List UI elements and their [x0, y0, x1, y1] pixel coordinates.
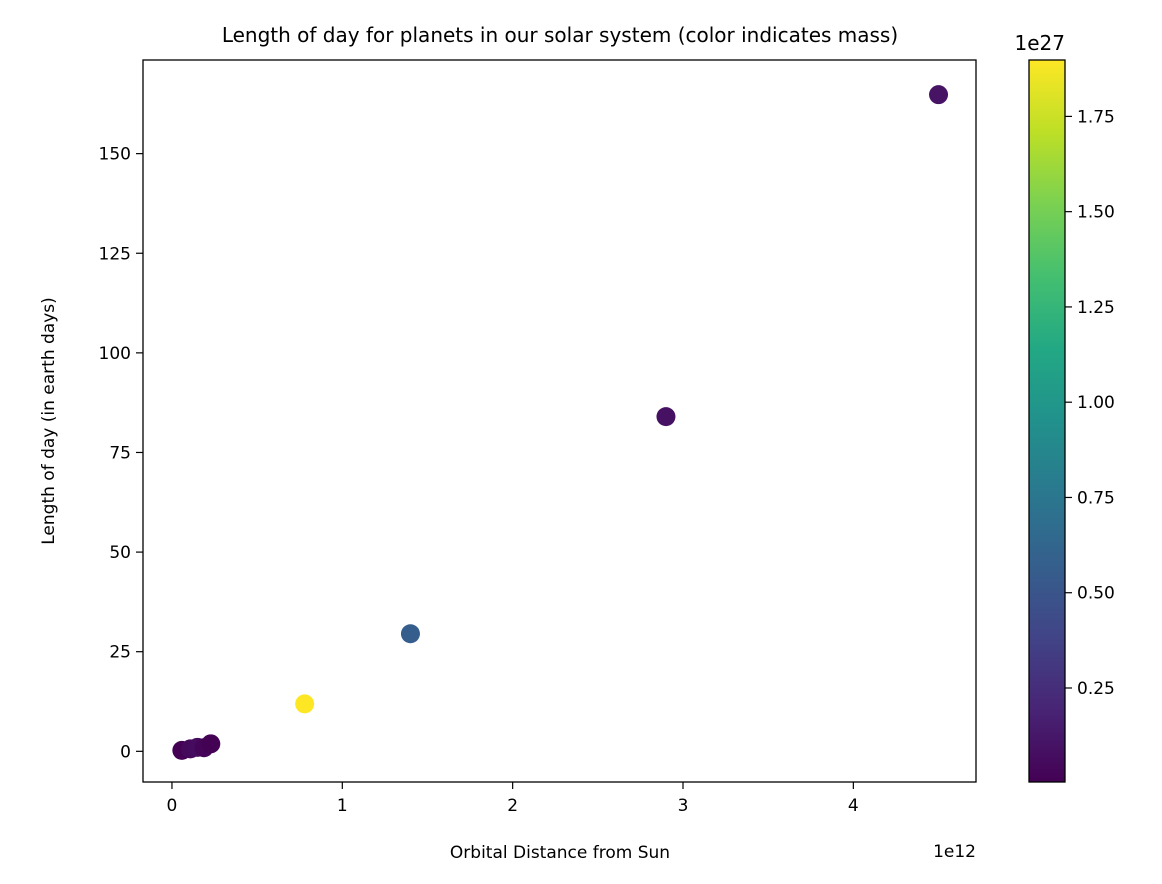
y-tick-label: 0: [120, 742, 131, 762]
x-axis-label: Orbital Distance from Sun: [450, 843, 670, 863]
x-tick-label: 1: [337, 796, 348, 816]
colorbar-tick-label: 0.75: [1077, 488, 1115, 508]
colorbar-tick-label: 1.50: [1077, 203, 1115, 223]
colorbar-tick-label: 0.50: [1077, 584, 1115, 604]
x-tick-label: 0: [167, 796, 178, 816]
scatter-point: [656, 407, 676, 427]
y-axis-ticks: 0 25 50 75 100 125 150: [99, 145, 143, 762]
y-tick-label: 125: [99, 244, 131, 264]
y-tick-label: 50: [109, 543, 131, 563]
y-tick-label: 150: [99, 145, 131, 165]
y-tick-label: 75: [109, 443, 131, 463]
colorbar: 0.25 0.50 0.75 1.00 1.25 1.50 1.75 1e27: [1015, 31, 1115, 783]
y-tick-label: 25: [109, 643, 131, 663]
colorbar-offset-label: 1e27: [1015, 31, 1065, 55]
points-layer: [172, 85, 949, 760]
y-tick-label: 100: [99, 344, 131, 364]
x-tick-label: 2: [507, 796, 518, 816]
colorbar-tick-label: 1.00: [1077, 393, 1115, 413]
x-tick-label: 4: [848, 796, 859, 816]
chart-title: Length of day for planets in our solar s…: [222, 23, 898, 47]
colorbar-gradient: [1028, 59, 1066, 783]
scatter-point: [201, 734, 221, 754]
scatter-point: [400, 624, 420, 644]
x-tick-label: 3: [678, 796, 689, 816]
plot-area: [142, 59, 977, 783]
colorbar-tick-label: 1.25: [1077, 298, 1115, 318]
plot-frame: [142, 59, 977, 783]
y-axis-label: Length of day (in earth days): [39, 297, 59, 545]
x-axis-offset-label: 1e12: [933, 842, 976, 862]
colorbar-tick-label: 1.75: [1077, 107, 1115, 127]
x-axis-ticks: 0 1 2 3 4: [167, 782, 859, 816]
colorbar-ticks: 0.25 0.50 0.75 1.00 1.25 1.50 1.75: [1065, 107, 1115, 699]
scatter-point: [295, 694, 315, 714]
colorbar-tick-label: 0.25: [1077, 679, 1115, 699]
scatter-point: [929, 85, 949, 105]
